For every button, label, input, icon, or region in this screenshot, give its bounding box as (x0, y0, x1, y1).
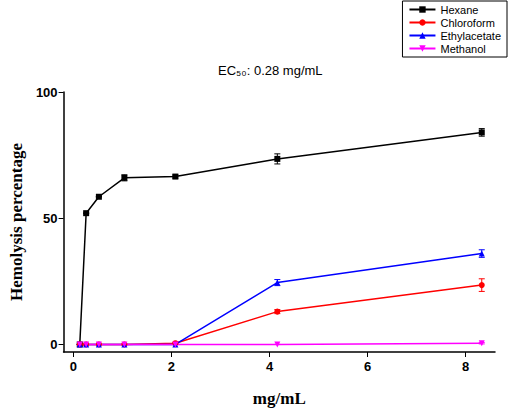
svg-text:6: 6 (364, 359, 371, 374)
svg-text:8: 8 (462, 359, 469, 374)
svg-text:2: 2 (168, 359, 175, 374)
svg-text:Hexane: Hexane (440, 4, 478, 16)
svg-text:100: 100 (36, 85, 58, 100)
svg-text:0: 0 (50, 337, 57, 352)
svg-text:Hemolysis percentage: Hemolysis percentage (7, 143, 26, 301)
svg-text:Ethylacetate: Ethylacetate (440, 30, 501, 42)
svg-text:50: 50 (43, 211, 57, 226)
svg-text:0: 0 (70, 359, 77, 374)
svg-text:mg/mL: mg/mL (253, 389, 306, 408)
svg-text:4: 4 (266, 359, 274, 374)
svg-text:EC₅₀: 0.28 mg/mL: EC₅₀: 0.28 mg/mL (218, 63, 323, 78)
svg-text:Chloroform: Chloroform (440, 17, 494, 29)
svg-text:Methanol: Methanol (440, 43, 485, 55)
